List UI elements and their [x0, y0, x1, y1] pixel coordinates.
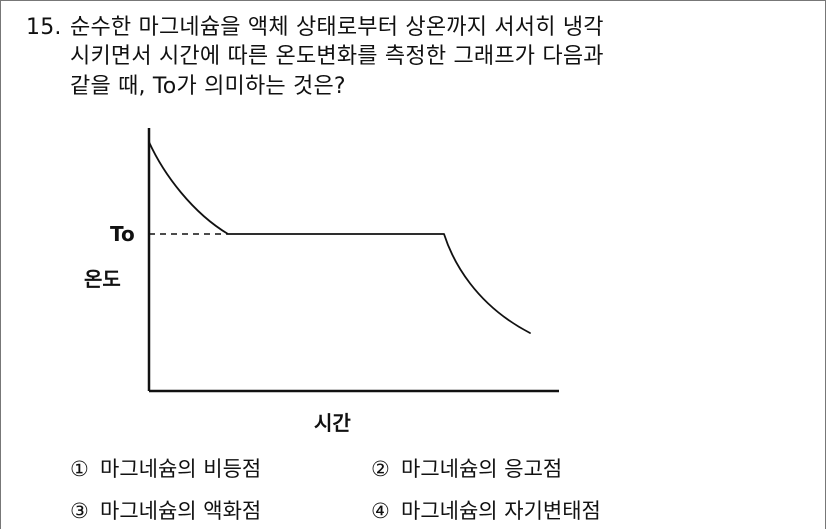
- temperature-axis-label: 온도: [84, 267, 121, 291]
- choice-number-4: ④: [371, 499, 390, 523]
- to-label: To: [110, 222, 135, 246]
- choice-number-3: ③: [70, 499, 89, 523]
- choice-3[interactable]: ③ 마그네슘의 액화점: [70, 497, 261, 525]
- choice-text-4: 마그네슘의 자기변태점: [401, 499, 601, 523]
- time-axis-label: 시간: [314, 411, 351, 435]
- question-text-line-3: 같을 때, To가 의미하는 것은?: [70, 74, 346, 99]
- choice-number-1: ①: [70, 457, 89, 481]
- choice-4[interactable]: ④ 마그네슘의 자기변태점: [371, 497, 601, 525]
- cooling-curve: [148, 141, 531, 334]
- choice-2[interactable]: ② 마그네슘의 응고점: [371, 455, 562, 483]
- choice-number-2: ②: [371, 457, 390, 481]
- choice-text-1: 마그네슘의 비등점: [100, 457, 262, 481]
- question-text-line-1: 순수한 마그네슘을 액체 상태로부터 상온까지 서서히 냉각: [70, 15, 604, 40]
- question-text-line-2: 시키면서 시간에 따른 온도변화를 측정한 그래프가 다음과: [70, 44, 604, 69]
- choice-1[interactable]: ① 마그네슘의 비등점: [70, 455, 261, 483]
- choice-text-3: 마그네슘의 액화점: [100, 499, 262, 523]
- choice-text-2: 마그네슘의 응고점: [401, 457, 563, 481]
- question-number: 15.: [26, 15, 62, 40]
